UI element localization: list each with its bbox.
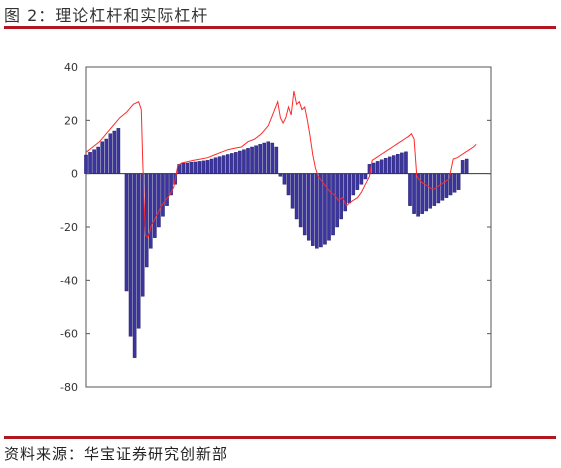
bar [230,153,234,174]
bar [408,173,412,206]
top-rule [4,26,556,29]
bar [298,173,303,228]
bar [319,173,323,248]
bar [213,157,218,174]
bar [375,161,380,174]
bar [371,162,376,174]
bar [254,145,258,174]
bar [96,146,100,174]
bar [161,173,165,217]
theory-leverage-line [85,90,477,239]
bar [258,144,262,174]
line-series [85,90,477,239]
bar [355,173,360,190]
source-note: 资料来源：华宝证券研究创新部 [4,445,229,463]
bar [456,173,461,190]
bar [424,173,428,212]
bottom-rule [4,436,556,439]
bar [193,161,198,174]
bar [250,146,254,174]
bar [136,173,141,329]
bar [452,173,457,193]
bar [88,152,92,174]
bar [205,160,210,174]
bar [387,156,392,174]
bar [420,173,424,214]
bar [181,162,185,174]
bar [234,152,238,174]
y-tick-label: -40 [60,274,78,287]
bar [100,141,104,174]
bar [262,142,266,174]
bar [351,173,356,196]
y-axis: 40 20 0 -20 -40 -60 -80 [60,61,491,394]
bar [238,150,242,174]
bar [306,173,311,241]
bar [84,154,88,174]
bar [153,173,157,238]
bar [331,173,335,236]
bar [242,149,246,174]
bar [311,173,315,246]
bar [221,155,226,174]
bar [392,155,396,174]
bar [379,159,384,174]
bar [460,160,465,174]
bar [197,161,202,174]
y-tick-label: 20 [64,114,78,127]
bar [294,173,299,220]
bar [404,151,408,174]
bar [246,148,250,174]
bar [327,173,331,241]
bar [132,173,137,358]
bar [189,161,194,174]
bar [274,146,279,174]
bar [359,173,364,185]
bar [383,157,388,174]
bar [128,173,133,337]
bar [347,173,352,204]
bar [464,158,469,174]
bar [266,141,271,174]
bar [428,173,433,209]
bar [165,173,169,206]
bar [124,173,129,292]
bar [396,153,400,174]
bar [209,158,214,174]
y-tick-label: -80 [60,381,78,394]
bar [112,130,117,174]
bar [412,173,416,214]
bar [290,173,295,209]
bar [302,173,307,236]
bar [282,173,287,185]
bar [108,133,113,174]
figure-title: 图 2：理论杠杆和实际杠杆 [4,6,209,25]
bar [144,173,149,268]
bar [444,173,449,198]
bar [201,160,206,174]
bar [436,173,441,204]
y-tick-label: 0 [71,168,78,181]
bar [185,162,190,174]
bar [363,173,368,180]
bar [400,152,404,174]
y-tick-label: -60 [60,328,78,341]
bar [270,142,275,174]
bar [440,173,445,201]
bar [339,173,343,220]
bar [116,128,121,174]
bar [315,173,319,249]
y-tick-label: -20 [60,221,78,234]
bar [157,173,161,228]
bar [217,156,222,174]
bar [104,138,109,174]
y-tick-label: 40 [64,61,78,74]
bar [286,173,291,196]
bar [225,154,230,174]
bar [149,173,153,249]
bar [92,149,96,174]
